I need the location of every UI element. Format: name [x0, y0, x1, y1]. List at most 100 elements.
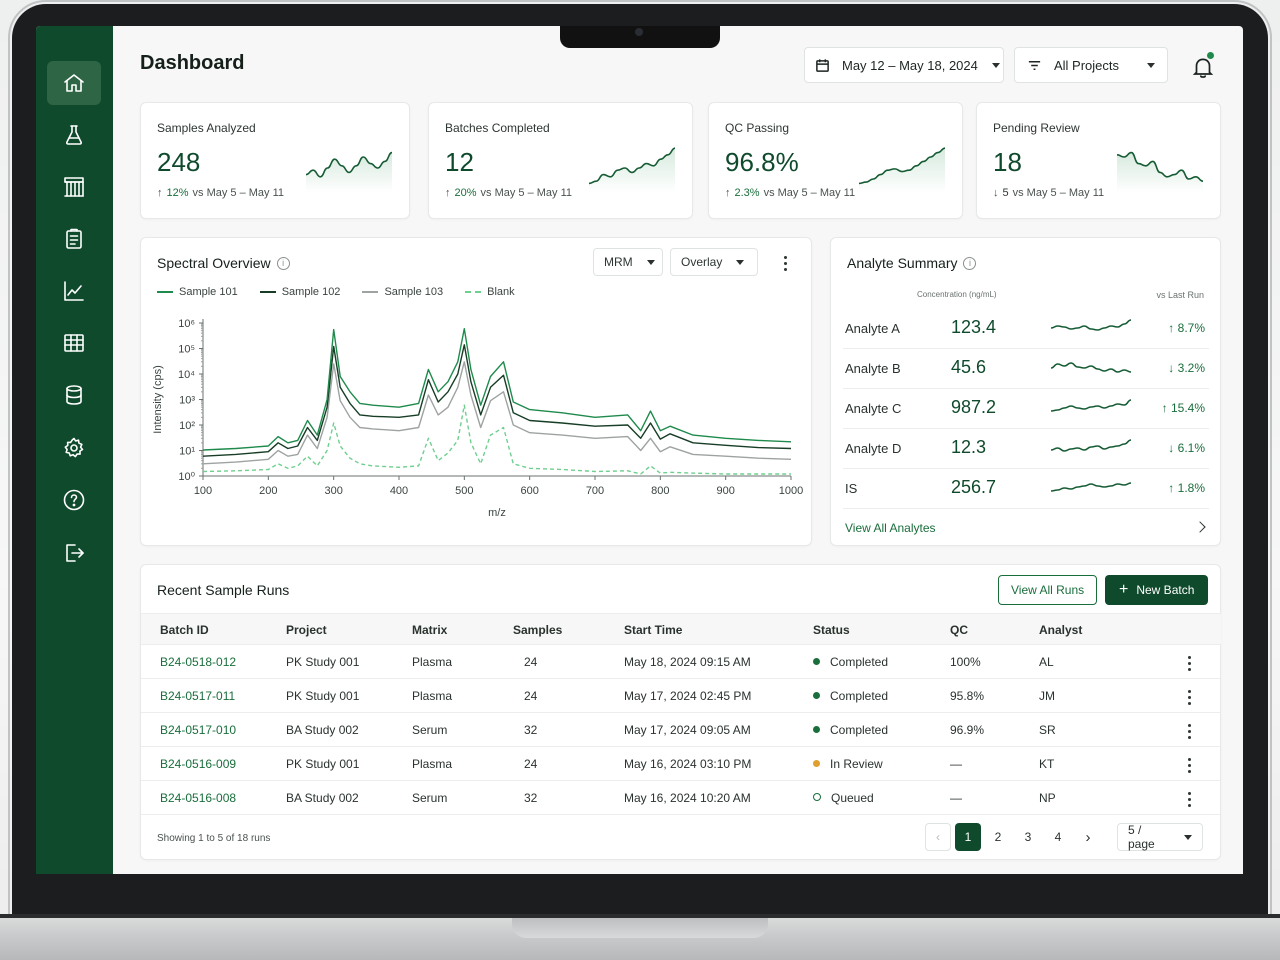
- batch-id-link[interactable]: B24-0516-008: [160, 791, 237, 805]
- kpi-delta-pct: 12%: [166, 187, 189, 199]
- nav-analytics[interactable]: [47, 269, 101, 313]
- matrix-cell: Serum: [412, 791, 448, 805]
- info-icon[interactable]: i: [276, 256, 290, 270]
- table-row[interactable]: B24-0517-011 PK Study 001 Plasma 24 May 17, …: [141, 679, 1221, 713]
- filter-icon: [1028, 60, 1041, 70]
- column-header[interactable]: Status: [813, 623, 850, 637]
- nav-logout[interactable]: [47, 531, 101, 575]
- view-select[interactable]: Overlay: [670, 248, 758, 276]
- more-vertical-icon[interactable]: [1188, 792, 1192, 807]
- spectrum-chart[interactable]: 10⁰ 10¹ 10² 10³ 10⁴ 10⁵ 10⁶ 100 200 300 400 500 600 7…: [141, 308, 813, 568]
- table-row[interactable]: B24-0516-008 BA Study 002 Serum 32 May 16, 2…: [141, 781, 1221, 815]
- page-button[interactable]: 3: [1024, 830, 1032, 844]
- x-tick-label: 400: [390, 485, 408, 497]
- status-label: Completed: [830, 689, 889, 703]
- date-range-picker[interactable]: May 12 – May 18, 2024: [804, 47, 1004, 83]
- analyte-row[interactable]: Analyte D 12.3 ↓ 6.1%: [843, 429, 1209, 469]
- y-tick-label: 10⁶: [178, 318, 195, 330]
- arrow-up-icon: ↑: [445, 187, 451, 199]
- legend-item-sample-101[interactable]: Sample 101: [157, 286, 238, 298]
- column-header[interactable]: Analyst: [1039, 623, 1083, 637]
- kpi-value: 12: [445, 147, 474, 177]
- y-axis-label: Intensity (cps): [152, 365, 164, 433]
- matrix-cell: Plasma: [412, 757, 453, 771]
- nav-samples[interactable]: [47, 165, 101, 209]
- series-line-sample-103: [202, 361, 792, 465]
- x-tick-label: 700: [586, 485, 604, 497]
- nav-experiments[interactable]: [47, 113, 101, 157]
- kpi-label: Batches Completed: [445, 121, 550, 135]
- view-all-runs-button[interactable]: View All Runs: [998, 575, 1098, 605]
- more-vertical-icon[interactable]: [1188, 758, 1192, 773]
- table-row[interactable]: B24-0517-010 BA Study 002 Serum 32 May 17, 2…: [141, 713, 1221, 747]
- more-vertical-icon[interactable]: [1188, 690, 1192, 705]
- analyte-delta-value: 8.7%: [1177, 321, 1205, 335]
- kpi-delta: ↓ 5 vs May 5 – May 11: [993, 187, 1104, 199]
- more-vertical-icon[interactable]: [784, 256, 788, 271]
- column-header[interactable]: Matrix: [412, 623, 448, 637]
- analyte-name: IS: [845, 481, 858, 496]
- kpi-delta-pct: 20%: [454, 187, 477, 199]
- column-header[interactable]: Project: [286, 623, 327, 637]
- table-row[interactable]: B24-0518-012 PK Study 001 Plasma 24 May 18, …: [141, 645, 1221, 679]
- next-page-button[interactable]: ›: [1085, 828, 1091, 846]
- legend-item-sample-102[interactable]: Sample 102: [259, 286, 340, 298]
- y-tick-label: 10¹: [179, 446, 195, 458]
- analyte-row[interactable]: Analyte A 123.4 ↑ 8.7%: [843, 309, 1209, 349]
- more-vertical-icon[interactable]: [1188, 724, 1192, 739]
- clipboard-icon: [66, 228, 82, 249]
- info-icon[interactable]: i: [963, 256, 977, 270]
- page-button[interactable]: 1: [955, 823, 981, 851]
- y-tick-label: 10⁵: [178, 344, 195, 356]
- batch-id-link[interactable]: B24-0518-012: [160, 655, 237, 669]
- mode-select-label: MRM: [604, 255, 633, 269]
- batch-id-link[interactable]: B24-0516-009: [160, 757, 237, 771]
- batch-id-link[interactable]: B24-0517-010: [160, 723, 237, 737]
- new-batch-button[interactable]: + New Batch: [1105, 575, 1209, 605]
- legend-item-sample-103[interactable]: Sample 103: [362, 286, 443, 298]
- nav-home[interactable]: [47, 61, 101, 105]
- column-header[interactable]: QC: [950, 623, 968, 637]
- sparkline-line: [588, 147, 676, 185]
- nav-help[interactable]: [47, 478, 101, 522]
- batch-id-link[interactable]: B24-0517-011: [160, 689, 236, 703]
- sparkline-line: [1050, 482, 1132, 492]
- analyte-delta: ↓ 6.1%: [1168, 441, 1205, 455]
- table-row[interactable]: B24-0516-009 PK Study 001 Plasma 24 May 16, …: [141, 747, 1221, 781]
- column-header[interactable]: Start Time: [624, 623, 683, 637]
- samples-cell: 24: [524, 655, 538, 669]
- page-button[interactable]: 4: [1054, 830, 1062, 844]
- start-time-cell: May 16, 2024 10:20 AM: [624, 791, 751, 805]
- prev-page-button[interactable]: ‹: [925, 823, 951, 851]
- concentration-header: Concentration (ng/mL): [917, 290, 997, 299]
- analyte-value: 12.3: [951, 437, 987, 457]
- logout-icon: [66, 544, 84, 562]
- analyte-row[interactable]: IS 256.7 ↑ 1.8%: [843, 469, 1209, 509]
- nav-settings[interactable]: [47, 426, 101, 470]
- y-tick-label: 10²: [179, 420, 195, 432]
- per-page-select[interactable]: 5 / page: [1117, 823, 1203, 851]
- x-axis-label: m/z: [488, 507, 506, 519]
- kpi-sparkline: [1116, 151, 1204, 193]
- status-dot-icon: [813, 658, 820, 665]
- column-header[interactable]: Samples: [513, 623, 563, 637]
- view-all-analytes-link[interactable]: View All Analytes: [845, 521, 936, 535]
- nav-reports[interactable]: [47, 217, 101, 261]
- column-header[interactable]: Batch ID: [160, 623, 209, 637]
- project-filter-select[interactable]: All Projects: [1014, 47, 1168, 83]
- mode-select[interactable]: MRM: [593, 248, 663, 276]
- nav-database[interactable]: [47, 373, 101, 417]
- analyte-row[interactable]: Analyte C 987.2 ↑ 15.4%: [843, 389, 1209, 429]
- chevron-right-icon[interactable]: [1194, 521, 1206, 533]
- analyte-sparkline: [1050, 362, 1132, 373]
- more-vertical-icon[interactable]: [1188, 656, 1192, 671]
- bell-icon[interactable]: [1190, 54, 1216, 80]
- per-page-label: 5 / page: [1128, 823, 1155, 851]
- legend-item-blank[interactable]: Blank: [465, 286, 515, 298]
- matrix-cell: Plasma: [412, 689, 453, 703]
- analyte-row[interactable]: Analyte B 45.6 ↓ 3.2%: [843, 349, 1209, 389]
- kpi-value: 96.8%: [725, 147, 799, 177]
- page-button[interactable]: 2: [994, 830, 1002, 844]
- matrix-cell: Serum: [412, 723, 448, 737]
- nav-tables[interactable]: [47, 321, 101, 365]
